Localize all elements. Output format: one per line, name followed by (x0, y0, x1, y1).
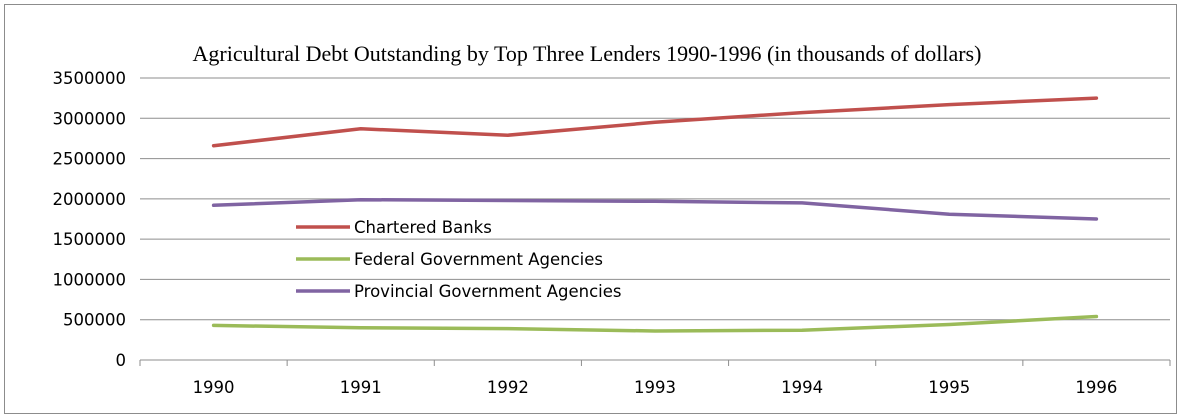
x-axis: 1990 1991 1992 1993 1994 1995 1996 (139, 359, 1171, 397)
y-tick-label: 3000000 (53, 109, 127, 128)
y-tick-label: 500000 (63, 311, 126, 330)
legend-label: Chartered Banks (354, 218, 492, 237)
chart-frame (4, 4, 1177, 414)
legend-label: Provincial Government Agencies (354, 282, 622, 301)
y-tick-label: 0 (116, 351, 127, 370)
y-tick-label: 1500000 (53, 230, 127, 249)
chart-title: Agricultural Debt Outstanding by Top Thr… (193, 41, 982, 66)
x-tick-label: 1996 (1075, 378, 1117, 397)
series-lines (211, 96, 1099, 333)
x-tick-label: 1992 (487, 378, 529, 397)
y-tick-label: 3500000 (53, 69, 127, 88)
x-tick-label: 1990 (193, 378, 235, 397)
series-line-2 (211, 197, 1099, 221)
legend-label: Federal Government Agencies (354, 250, 603, 269)
y-tick-label: 2000000 (53, 190, 127, 209)
series-line-1 (211, 314, 1099, 333)
series-line-0 (211, 96, 1099, 148)
x-tick-label: 1993 (634, 378, 676, 397)
legend: Chartered Banks Federal Government Agenci… (296, 218, 622, 301)
x-tick-label: 1991 (340, 378, 382, 397)
gridlines (140, 77, 1170, 321)
x-tick-label: 1994 (781, 378, 823, 397)
x-tick-label: 1995 (928, 378, 970, 397)
y-tick-label: 1000000 (53, 270, 127, 289)
y-tick-label: 2500000 (53, 150, 127, 169)
y-axis: 0 500000 1000000 1500000 2000000 2500000 30000… (53, 69, 127, 370)
